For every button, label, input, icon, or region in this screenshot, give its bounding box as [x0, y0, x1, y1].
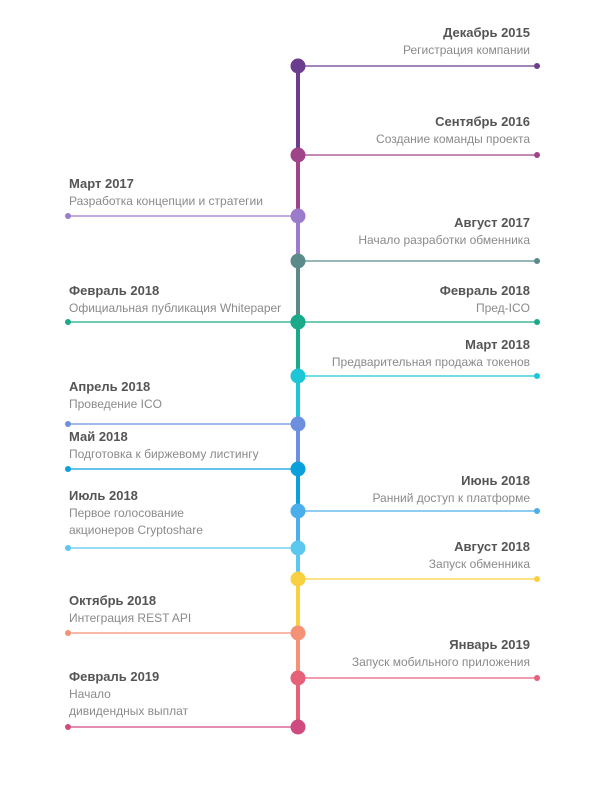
event-description: Запуск мобильного приложения: [351, 655, 530, 669]
event-date: Май 2018: [69, 429, 128, 444]
timeline-node: [290, 147, 306, 163]
timeline-node: [290, 503, 306, 519]
connector-end-dot: [65, 724, 71, 730]
timeline-event: Октябрь 2018 Интеграция REST API: [69, 592, 191, 627]
connector-end-dot: [65, 466, 71, 472]
timeline-event: Январь 2019 Запуск мобильного приложения: [352, 636, 530, 671]
connector-end-dot: [534, 508, 540, 514]
connector-end-dot: [534, 373, 540, 379]
timeline-event: Март 2018 Предварительная продажа токенов: [332, 336, 530, 371]
connector-end-dot: [534, 319, 540, 325]
timeline-event: Февраль 2018 Пред-ICO: [440, 282, 530, 317]
connector-end-dot: [534, 576, 540, 582]
event-description: Подготовка к биржевому листингу: [69, 447, 259, 461]
event-date: Июнь 2018: [461, 473, 530, 488]
timeline-node: [290, 461, 306, 477]
timeline-node: [290, 58, 306, 74]
event-description: Проведение ICO: [69, 397, 162, 411]
event-description: Разработка концепции и стратегии: [69, 194, 263, 208]
timeline-node: [290, 208, 306, 224]
event-date: Апрель 2018: [69, 379, 151, 394]
timeline-node: [290, 416, 306, 432]
event-date: Август 2018: [454, 539, 530, 554]
event-description: Создание команды проекта: [376, 132, 530, 146]
event-description: Первое голосование: [69, 506, 184, 520]
timeline-event: Февраль 2018 Официальная публикация White…: [69, 282, 281, 317]
connector-end-dot: [65, 545, 71, 551]
event-date: Декабрь 2015: [443, 25, 530, 40]
timeline-event: Июль 2018 Первое голосование акционеров Cr…: [69, 487, 203, 539]
connector-end-dot: [65, 319, 71, 325]
event-description: Интеграция REST API: [69, 611, 192, 625]
timeline-event: Апрель 2018 Проведение ICO: [69, 378, 162, 413]
event-description: Ранний доступ к платформе: [372, 491, 530, 505]
event-date: Август 2017: [454, 215, 530, 230]
timeline-event: Май 2018 Подготовка к биржевому листингу: [69, 428, 259, 463]
connector-end-dot: [534, 152, 540, 158]
timeline-node: [290, 719, 306, 735]
timeline-event: Июнь 2018 Ранний доступ к платформе: [372, 472, 530, 507]
event-date: Март 2018: [465, 337, 530, 352]
event-date: Февраль 2018: [439, 283, 530, 298]
timeline-node: [290, 571, 306, 587]
event-date: Июль 2018: [69, 488, 138, 503]
timeline-node: [290, 670, 306, 686]
event-date: Сентябрь 2016: [435, 114, 530, 129]
event-description: Пред-ICO: [475, 301, 530, 315]
event-date: Октябрь 2018: [69, 593, 157, 608]
timeline-node: [290, 540, 306, 556]
event-date: Январь 2019: [449, 637, 530, 652]
event-description: Начало: [69, 687, 111, 701]
timeline-event: Август 2018 Запуск обменника: [429, 538, 530, 573]
timeline-node: [290, 253, 306, 269]
timeline-node: [290, 625, 306, 641]
timeline-event: Август 2017 Начало разработки обменника: [358, 214, 530, 249]
connector-end-dot: [534, 675, 540, 681]
timeline-event: Сентябрь 2016 Создание команды проекта: [376, 113, 530, 148]
event-description: акционеров Cryptoshare: [69, 523, 203, 537]
event-description: Официальная публикация Whitepaper: [69, 301, 282, 315]
timeline-event: Декабрь 2015 Регистрация компании: [403, 24, 530, 59]
connector-end-dot: [65, 213, 71, 219]
event-date: Февраль 2019: [69, 669, 160, 684]
event-description: дивидендных выплат: [69, 704, 189, 718]
timeline-node: [290, 314, 306, 330]
event-date: Март 2017: [69, 176, 134, 191]
timeline-node: [290, 368, 306, 384]
connector-end-dot: [65, 630, 71, 636]
event-description: Регистрация компании: [403, 43, 530, 57]
timeline-event: Март 2017 Разработка концепции и стратеги…: [69, 175, 263, 210]
event-description: Предварительная продажа токенов: [331, 355, 530, 369]
connector-end-dot: [534, 258, 540, 264]
event-description: Начало разработки обменника: [358, 233, 530, 247]
connector-end-dot: [534, 63, 540, 69]
event-date: Февраль 2018: [69, 283, 160, 298]
event-description: Запуск обменника: [428, 557, 530, 571]
timeline-event: Февраль 2019 Начало дивидендных выплат: [69, 668, 188, 720]
connector-end-dot: [65, 421, 71, 427]
